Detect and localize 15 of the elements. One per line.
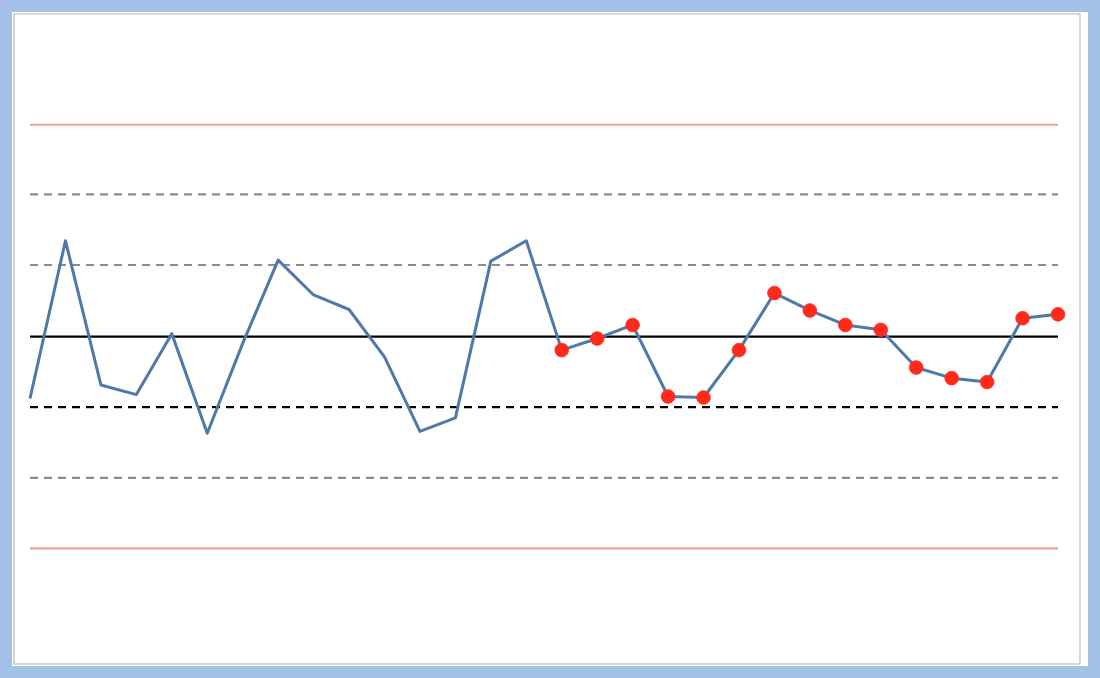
point [838, 317, 853, 333]
point [802, 303, 818, 318]
point [979, 374, 995, 390]
point [554, 342, 569, 358]
point [767, 285, 782, 301]
point [589, 331, 605, 346]
point [909, 360, 924, 375]
point [1015, 311, 1030, 326]
point [944, 370, 959, 386]
point [731, 342, 747, 358]
point [660, 389, 676, 404]
point [873, 322, 888, 337]
point [625, 317, 640, 333]
point [1050, 307, 1066, 322]
point [696, 390, 711, 405]
